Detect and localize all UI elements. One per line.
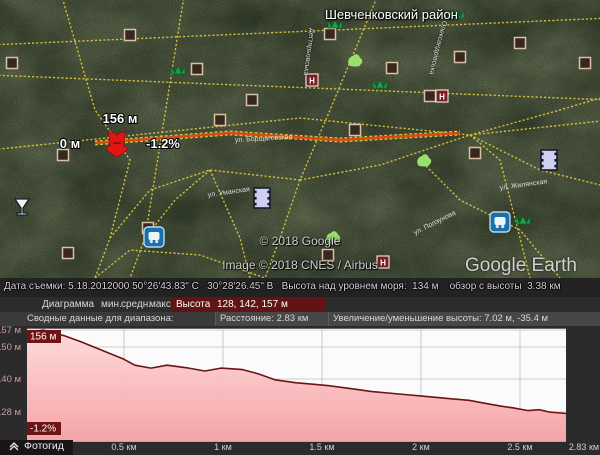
svg-text:156 м: 156 м — [30, 332, 56, 343]
svg-text:1.5 км: 1.5 км — [309, 442, 334, 452]
svg-text:0 м: 0 м — [60, 136, 80, 151]
svg-text:-1.2%: -1.2% — [146, 136, 180, 151]
svg-text:2 км: 2 км — [412, 442, 430, 452]
svg-text:150 м: 150 м — [0, 342, 21, 353]
svg-text:1 км: 1 км — [214, 442, 232, 452]
svg-text:128 м: 128 м — [0, 407, 21, 418]
svg-text:140 м: 140 м — [0, 374, 21, 385]
svg-text:-1.2%: -1.2% — [30, 424, 56, 435]
svg-text:0.5 км: 0.5 км — [111, 442, 136, 452]
svg-text:2.83 км: 2.83 км — [569, 442, 599, 452]
svg-text:157 м: 157 м — [0, 326, 21, 336]
svg-text:156 м: 156 м — [103, 111, 138, 126]
svg-text:2.5 км: 2.5 км — [507, 442, 532, 452]
